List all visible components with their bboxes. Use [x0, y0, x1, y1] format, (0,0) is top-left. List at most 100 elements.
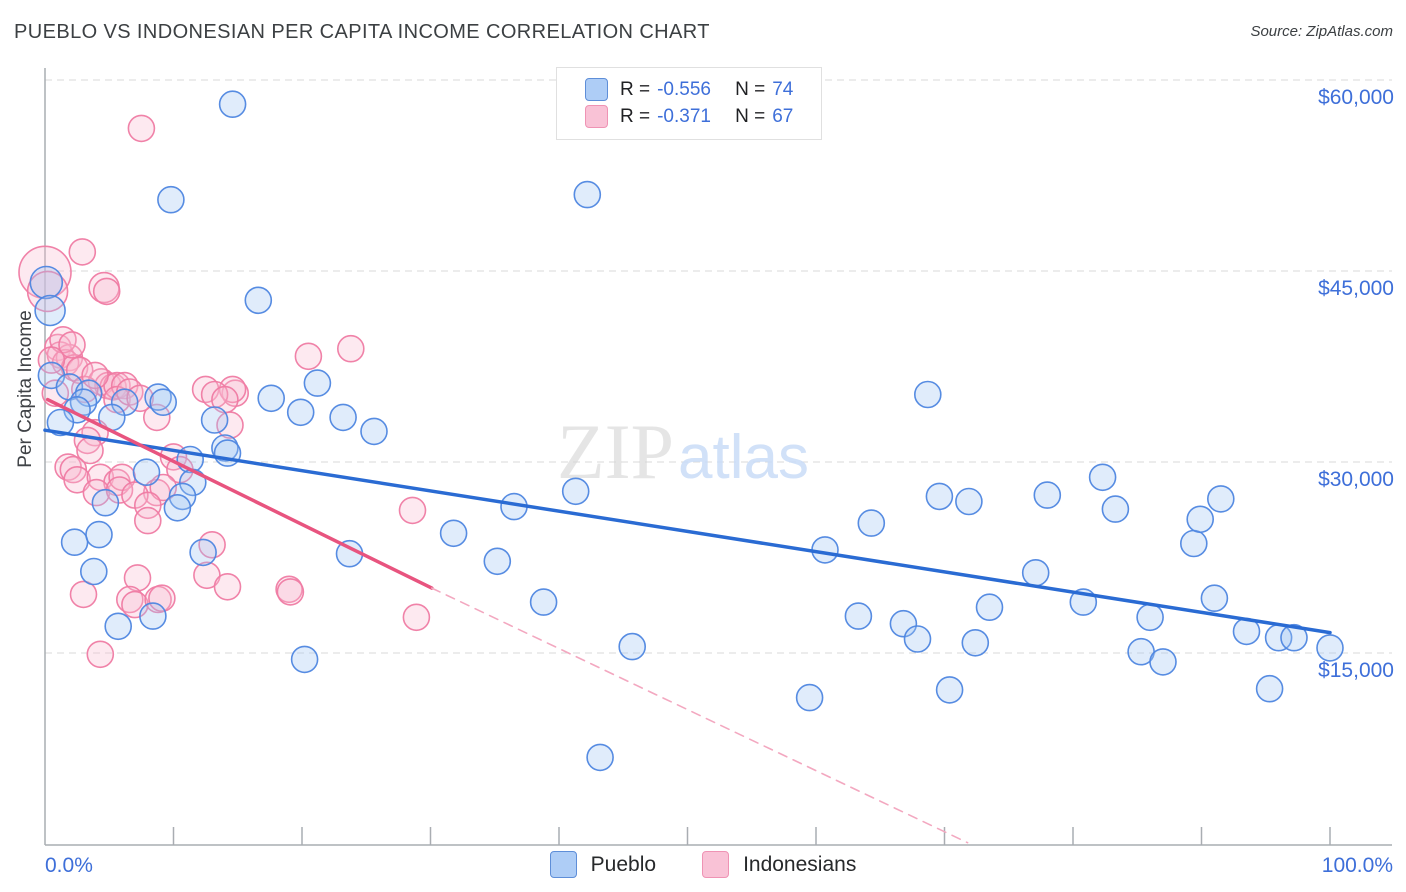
chart-title: PUEBLO VS INDONESIAN PER CAPITA INCOME C…	[14, 21, 710, 43]
pueblo-point	[889, 609, 918, 638]
pueblo-point	[303, 369, 332, 397]
series-label-pueblo: Pueblo	[590, 852, 657, 876]
pueblo-point	[1186, 505, 1214, 534]
pueblo-point	[91, 488, 120, 517]
indonesian-point	[86, 640, 115, 669]
pueblo-point	[1136, 603, 1164, 632]
pueblo-point	[925, 482, 954, 511]
pueblo-point	[961, 628, 990, 657]
zipatlas-watermark: ZIPatlas	[557, 408, 809, 495]
indonesian-trend-line	[45, 397, 434, 590]
pueblo-point	[360, 417, 388, 446]
pueblo-point	[80, 557, 108, 586]
indonesian-point	[336, 334, 365, 363]
pueblo-point	[74, 379, 103, 408]
pueblo-point	[290, 645, 319, 674]
pueblo-point	[286, 398, 315, 427]
pueblo-point	[29, 265, 64, 300]
indonesian-point	[148, 584, 176, 613]
pueblo-point	[149, 388, 177, 417]
r-label: R =	[620, 105, 651, 127]
pueblo-point	[132, 458, 161, 487]
indonesian-point	[216, 411, 244, 439]
pueblo-point	[163, 493, 192, 522]
indonesian-point	[58, 331, 86, 359]
pueblo-point	[144, 383, 172, 411]
pueblo-point	[329, 403, 357, 432]
pueblo-point	[139, 602, 167, 630]
indonesians-swatch-icon	[585, 105, 608, 128]
pueblo-point	[857, 509, 886, 537]
pueblo-point	[218, 90, 247, 118]
pueblo-point	[1280, 623, 1308, 652]
n-label: N =	[735, 78, 766, 100]
indonesian-point	[402, 603, 431, 632]
pueblo-point	[1316, 634, 1344, 662]
indonesian-point	[398, 496, 427, 525]
pueblo-point	[213, 439, 242, 467]
pueblo-point	[104, 612, 132, 641]
series-label-indonesians: Indonesians	[743, 852, 857, 876]
x-max-label: 100.0%	[1322, 854, 1393, 877]
n-label: N =	[735, 105, 766, 127]
indonesian-point	[63, 465, 91, 494]
indonesian-point	[69, 580, 98, 609]
indonesian-point	[294, 342, 323, 371]
pueblo-point	[529, 588, 558, 616]
pueblo-point	[573, 180, 602, 209]
pueblo-point	[913, 380, 942, 409]
y-tick-label: $15,000	[1318, 659, 1394, 682]
pueblo-point	[1149, 648, 1177, 676]
pueblo-point	[935, 676, 964, 704]
indonesian-point	[68, 238, 97, 266]
correlation-legend: R = -0.556 N = 74 R = -0.371 N = 67	[556, 67, 822, 140]
pueblo-point	[1101, 495, 1130, 523]
pueblo-point	[586, 743, 614, 772]
pueblo-point	[795, 683, 824, 712]
indonesian-point	[213, 572, 242, 601]
x-min-label: 0.0%	[45, 854, 93, 877]
n-value-pueblo: 74	[772, 78, 794, 100]
pueblo-point	[34, 294, 66, 327]
pueblo-point	[60, 528, 89, 557]
indonesian-point	[134, 506, 162, 535]
indonesians-swatch-icon	[702, 851, 730, 878]
indonesian-trend-line	[430, 587, 969, 844]
pueblo-swatch-icon	[549, 851, 577, 878]
pueblo-trend-line	[43, 428, 1332, 635]
pueblo-point	[844, 602, 873, 630]
pueblo-point	[46, 408, 75, 437]
pueblo-point	[439, 519, 468, 548]
indonesian-point	[276, 578, 305, 606]
pueblo-point	[157, 185, 185, 214]
pueblo-point	[1021, 558, 1050, 587]
indonesian-point	[116, 585, 144, 614]
pueblo-point	[1200, 584, 1229, 613]
pueblo-point	[618, 632, 647, 661]
pueblo-point	[244, 286, 273, 315]
series-legend-indonesians: Indonesians	[702, 851, 856, 878]
pueblo-point	[975, 593, 1004, 622]
pueblo-point	[483, 547, 512, 576]
series-legend: Pueblo Indonesians	[0, 851, 1406, 878]
pueblo-point	[903, 625, 932, 653]
legend-row-pueblo: R = -0.556 N = 74	[569, 76, 809, 103]
pueblo-point	[257, 384, 286, 413]
indonesian-point	[198, 530, 226, 559]
pueblo-point	[1207, 485, 1235, 513]
source-attribution: Source: ZipAtlas.com	[1250, 23, 1393, 40]
indonesian-point	[134, 491, 162, 520]
pueblo-point	[200, 406, 229, 434]
pueblo-point	[1180, 529, 1208, 558]
y-tick-label: $60,000	[1318, 86, 1394, 109]
indonesian-point	[81, 361, 109, 390]
pueblo-point	[1088, 463, 1117, 492]
pueblo-swatch-icon	[585, 78, 608, 101]
legend-row-indonesians: R = -0.371 N = 67	[569, 103, 809, 130]
indonesian-point	[275, 575, 303, 604]
indonesian-point	[143, 403, 171, 432]
indonesian-point	[37, 346, 66, 374]
pueblo-point	[955, 487, 983, 516]
